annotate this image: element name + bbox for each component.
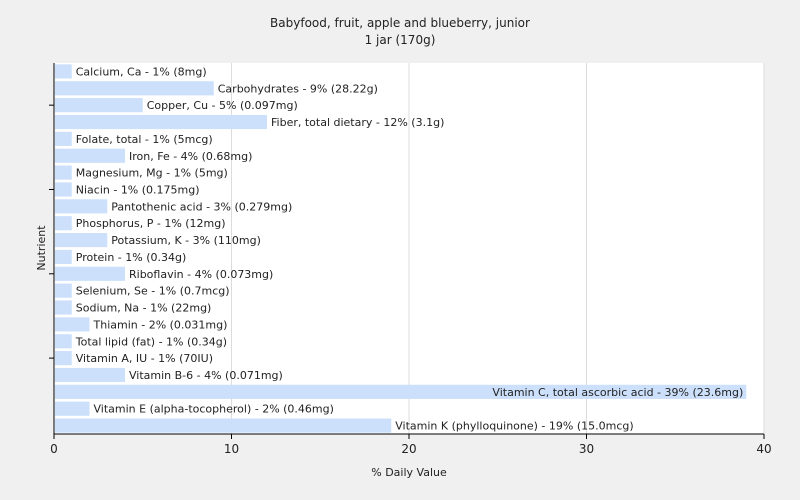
bar-label: Calcium, Ca - 1% (8mg) [76, 65, 207, 78]
bar [55, 334, 72, 349]
bar-label: Magnesium, Mg - 1% (5mg) [76, 167, 228, 180]
x-tick-label: 30 [579, 442, 594, 456]
bar [55, 317, 90, 332]
bar-label: Vitamin B-6 - 4% (0.071mg) [129, 369, 283, 382]
bar [55, 418, 392, 433]
bar [55, 249, 72, 265]
bar-label: Protein - 1% (0.34g) [76, 251, 187, 264]
bar-label: Selenium, Se - 1% (0.7mcg) [76, 285, 230, 298]
bar-label: Carbohydrates - 9% (28.22g) [218, 82, 378, 95]
bar [55, 216, 72, 231]
bar-label: Vitamin K (phylloquinone) - 19% (15.0mcg… [395, 420, 633, 433]
bar-label: Riboflavin - 4% (0.073mg) [129, 268, 273, 281]
chart-title: Babyfood, fruit, apple and blueberry, ju… [270, 16, 530, 30]
bar-label: Folate, total - 1% (5mcg) [76, 133, 213, 146]
x-tick-label: 20 [401, 442, 416, 456]
bar [55, 351, 72, 366]
x-tick-label: 0 [50, 442, 58, 456]
bar [55, 401, 90, 416]
bar [55, 182, 72, 197]
bar [55, 384, 747, 399]
y-axis-label: Nutrient [35, 225, 48, 271]
bar [55, 367, 125, 383]
bar-label: Copper, Cu - 5% (0.097mg) [147, 99, 298, 112]
bar-label: Niacin - 1% (0.175mg) [76, 183, 200, 196]
bar [55, 300, 72, 315]
bar [55, 165, 72, 180]
bar [55, 266, 125, 281]
axes: 0 10 20 30 40 [49, 63, 772, 456]
bar [55, 148, 125, 163]
bars: Calcium, Ca - 1% (8mg) Carbohydrates - 9%… [55, 64, 747, 433]
bar-label: Potassium, K - 3% (110mg) [111, 234, 261, 247]
bar [55, 283, 72, 298]
bar-label: Vitamin E (alpha-tocopherol) - 2% (0.46m… [94, 403, 334, 416]
bar-label: Iron, Fe - 4% (0.68mg) [129, 150, 252, 163]
bar-label: Total lipid (fat) - 1% (0.34g) [75, 335, 227, 348]
bar-label: Pantothenic acid - 3% (0.279mg) [111, 200, 292, 213]
x-tick-label: 10 [224, 442, 239, 456]
bar-label: Phosphorus, P - 1% (12mg) [76, 217, 226, 230]
bar [55, 98, 143, 113]
bar-label: Vitamin A, IU - 1% (70IU) [76, 352, 213, 365]
bar [55, 114, 267, 130]
bar [55, 199, 108, 214]
chart-subtitle: 1 jar (170g) [365, 33, 436, 47]
x-axis-label: % Daily Value [371, 466, 447, 479]
bar [55, 232, 108, 248]
x-tick-label: 40 [756, 442, 771, 456]
bar-label: Thiamin - 2% (0.031mg) [93, 318, 228, 331]
bar [55, 81, 214, 96]
bar-label: Sodium, Na - 1% (22mg) [76, 302, 212, 315]
bar [55, 64, 72, 79]
bar [55, 131, 72, 146]
bar-label: Vitamin C, total ascorbic acid - 39% (23… [492, 386, 743, 399]
bar-label: Fiber, total dietary - 12% (3.1g) [271, 116, 444, 129]
